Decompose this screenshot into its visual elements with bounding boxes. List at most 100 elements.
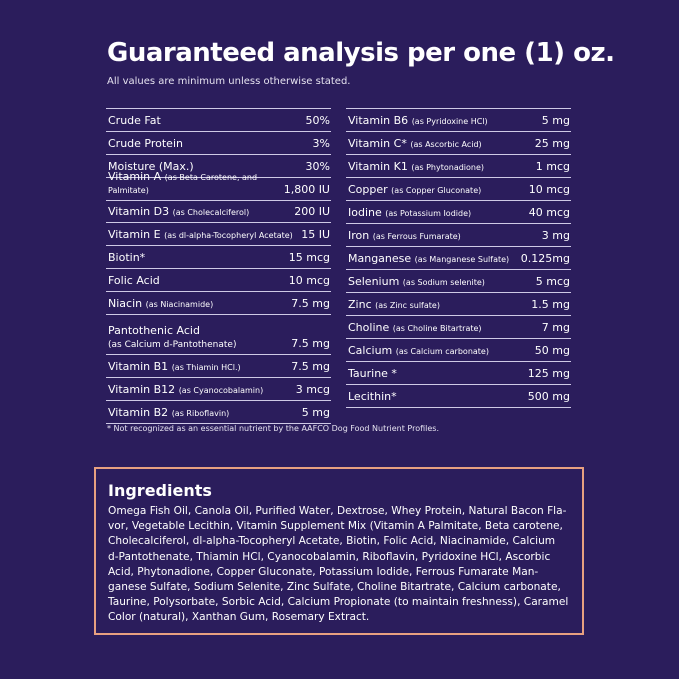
table-row: Crude Protein 3%	[106, 132, 331, 155]
nutrient-source: (as Beta Carotene, and Palmitate)	[108, 172, 258, 195]
nutrient-name: Vitamin K1 (as Phytonadione)	[348, 160, 484, 173]
nutrient-name: Manganese (as Manganese Sulfate)	[348, 252, 509, 265]
nutrient-name: Lecithin*	[348, 390, 397, 403]
nutrient-label: Crude Fat	[108, 113, 161, 127]
nutrient-label: Taurine *	[348, 367, 397, 380]
table-row: Moisture (Max.) 30%	[106, 155, 331, 178]
nutrient-value: 5 mcg	[535, 275, 570, 288]
nutrient-name: Vitamin D3 (as Cholecalciferol)	[108, 205, 249, 218]
nutrient-source: (as Niacinamide)	[145, 300, 214, 310]
nutrient-name: Crude Protein	[108, 137, 183, 150]
table-row: Iodine (as Potassium Iodide) 40 mcg	[346, 201, 571, 224]
nutrient-value: 25 mg	[534, 137, 570, 150]
analysis-table-right: Vitamin B6 (as Pyridoxine HCl) 5 mg Vitami…	[346, 108, 571, 408]
nutrient-value: 500 mg	[527, 390, 570, 403]
table-row: Vitamin A (as Beta Carotene, and Palmita…	[106, 170, 331, 201]
nutrient-name: Iron (as Ferrous Fumarate)	[348, 229, 461, 242]
nutrient-label: Copper	[348, 183, 388, 196]
nutrient-label: Moisture (Max.)	[108, 159, 194, 173]
table-row: Choline (as Choline Bitartrate) 7 mg	[346, 316, 571, 339]
nutrient-name: Vitamin B12 (as Cyanocobalamin)	[108, 383, 263, 396]
nutrient-label: Pantothenic Acid	[108, 324, 200, 338]
table-row: Vitamin B2 (as Riboflavin) 5 mg	[106, 401, 331, 424]
ingredients-line: Cholecalciferol, dl-alpha-Tocopheryl Ace…	[108, 535, 556, 548]
nutrient-value: 15 IU	[301, 228, 330, 242]
table-row: Selenium (as Sodium selenite) 5 mcg	[346, 270, 571, 293]
nutrient-name: Iodine (as Potassium Iodide)	[348, 206, 471, 219]
nutrient-label: Biotin*	[108, 251, 146, 265]
nutrient-name: Zinc (as Zinc sulfate)	[348, 298, 440, 311]
nutrient-label: Vitamin B2	[108, 405, 169, 419]
nutrient-source: (as dl-alpha-Tocopheryl Acetate)	[164, 231, 293, 241]
table-row: Vitamin E (as dl-alpha-Tocopheryl Acetat…	[106, 223, 331, 247]
nutrient-name: Vitamin E (as dl-alpha-Tocopheryl Acetat…	[108, 228, 293, 241]
nutrient-label: Crude Protein	[108, 136, 183, 150]
ingredients-list: Omega Fish Oil, Canola Oil, Purified Wat…	[108, 504, 570, 626]
nutrient-label: Calcium	[348, 344, 393, 357]
nutrient-label: Iodine	[348, 206, 382, 219]
subtitle: All values are minimum unless otherwise …	[107, 76, 351, 87]
nutrient-name: Selenium (as Sodium selenite)	[348, 275, 485, 288]
nutrient-name: Biotin*	[108, 251, 145, 264]
table-row: Vitamin D3 (as Cholecalciferol) 200 IU	[106, 201, 331, 224]
table-row: Niacin (as Niacinamide) 7.5 mg	[106, 292, 331, 316]
nutrient-label: Vitamin A	[108, 169, 162, 183]
ingredients-line: Taurine, Polysorbate, Sorbic Acid, Calci…	[108, 596, 569, 609]
table-row: Vitamin B12 (as Cyanocobalamin) 3 mcg	[106, 378, 331, 401]
nutrient-label: Iron	[348, 229, 370, 242]
nutrient-value: 7.5 mg	[291, 359, 330, 373]
nutrient-value: 1 mcg	[535, 160, 570, 173]
nutrient-name: Pantothenic Acid (as Calcium d-Pantothena…	[108, 324, 236, 350]
nutrient-name: Copper (as Copper Gluconate)	[348, 183, 481, 196]
ingredients-box: Ingredients Omega Fish Oil, Canola Oil, …	[94, 467, 584, 635]
nutrient-name: Vitamin B6 (as Pyridoxine HCl)	[348, 114, 488, 127]
table-row: Vitamin B6 (as Pyridoxine HCl) 5 mg	[346, 109, 571, 132]
ingredients-line: Acid, Phytonadione, Copper Gluconate, Po…	[108, 565, 539, 578]
table-row: Zinc (as Zinc sulfate) 1.5 mg	[346, 293, 571, 316]
page-title: Guaranteed analysis per one (1) oz.	[107, 38, 615, 68]
nutrient-value: 0.125mg	[520, 252, 570, 265]
table-row: Pantothenic Acid (as Calcium d-Pantothena…	[106, 315, 331, 356]
nutrient-value: 7.5 mg	[291, 297, 330, 311]
nutrient-label: Vitamin E	[108, 228, 161, 242]
nutrient-label: Vitamin C*	[348, 137, 407, 150]
table-row: Iron (as Ferrous Fumarate) 3 mg	[346, 224, 571, 247]
nutrient-value: 50%	[305, 113, 330, 127]
nutrient-value: 10 mcg	[288, 274, 330, 288]
nutrient-label: Vitamin K1	[348, 160, 408, 173]
nutrient-name: Calcium (as Calcium carbonate)	[348, 344, 489, 357]
nutrient-label: Lecithin*	[348, 390, 397, 403]
nutrient-name: Vitamin B1 (as Thiamin HCl.)	[108, 360, 241, 373]
nutrient-source: (as Manganese Sulfate)	[414, 255, 510, 264]
footnote: * Not recognized as an essential nutrien…	[107, 424, 439, 433]
table-row: Folic Acid 10 mcg	[106, 269, 331, 293]
nutrient-value: 7.5 mg	[291, 337, 330, 351]
ingredients-line: Color (natural), Xanthan Gum, Rosemary E…	[108, 611, 370, 624]
nutrient-source: (as Thiamin HCl.)	[171, 362, 241, 372]
nutrient-value: 5 mg	[541, 114, 570, 127]
nutrient-name: Niacin (as Niacinamide)	[108, 297, 213, 310]
nutrient-value: 3%	[312, 136, 330, 150]
nutrient-source: (as Phytonadione)	[411, 163, 485, 172]
nutrient-name: Vitamin C* (as Ascorbic Acid)	[348, 137, 482, 150]
ingredients-line: d-Pantothenate, Thiamin HCl, Cyanocobala…	[108, 550, 551, 563]
analysis-table-left: Crude Fat 50% Crude Protein 3% Moisture (Max…	[106, 108, 331, 424]
ingredients-line: ganese Sulfate, Sodium Selenite, Zinc Su…	[108, 581, 561, 594]
nutrient-name: Vitamin B2 (as Riboflavin)	[108, 406, 229, 419]
table-row: Vitamin B1 (as Thiamin HCl.) 7.5 mg	[106, 355, 331, 378]
nutrient-source: (as Ferrous Fumarate)	[372, 232, 461, 241]
nutrient-source: (as Riboflavin)	[171, 408, 230, 418]
nutrient-label: Choline	[348, 321, 390, 334]
nutrient-source: (as Pyridoxine HCl)	[411, 117, 488, 126]
nutrient-source: (as Calcium d-Pantothenate)	[108, 340, 237, 351]
table-row: Manganese (as Manganese Sulfate) 0.125mg	[346, 247, 571, 270]
nutrient-name: Vitamin A (as Beta Carotene, and Palmita…	[108, 170, 284, 196]
nutrient-source: (as Sodium selenite)	[402, 278, 485, 287]
nutrient-value: 50 mg	[534, 344, 570, 357]
nutrient-label: Selenium	[348, 275, 400, 288]
nutrient-value: 1.5 mg	[531, 298, 570, 311]
nutrient-name: Folic Acid	[108, 274, 160, 287]
nutrient-value: 30%	[305, 159, 330, 173]
nutrient-value: 5 mg	[301, 405, 330, 419]
nutrient-source: (as Cyanocobalamin)	[178, 385, 264, 395]
